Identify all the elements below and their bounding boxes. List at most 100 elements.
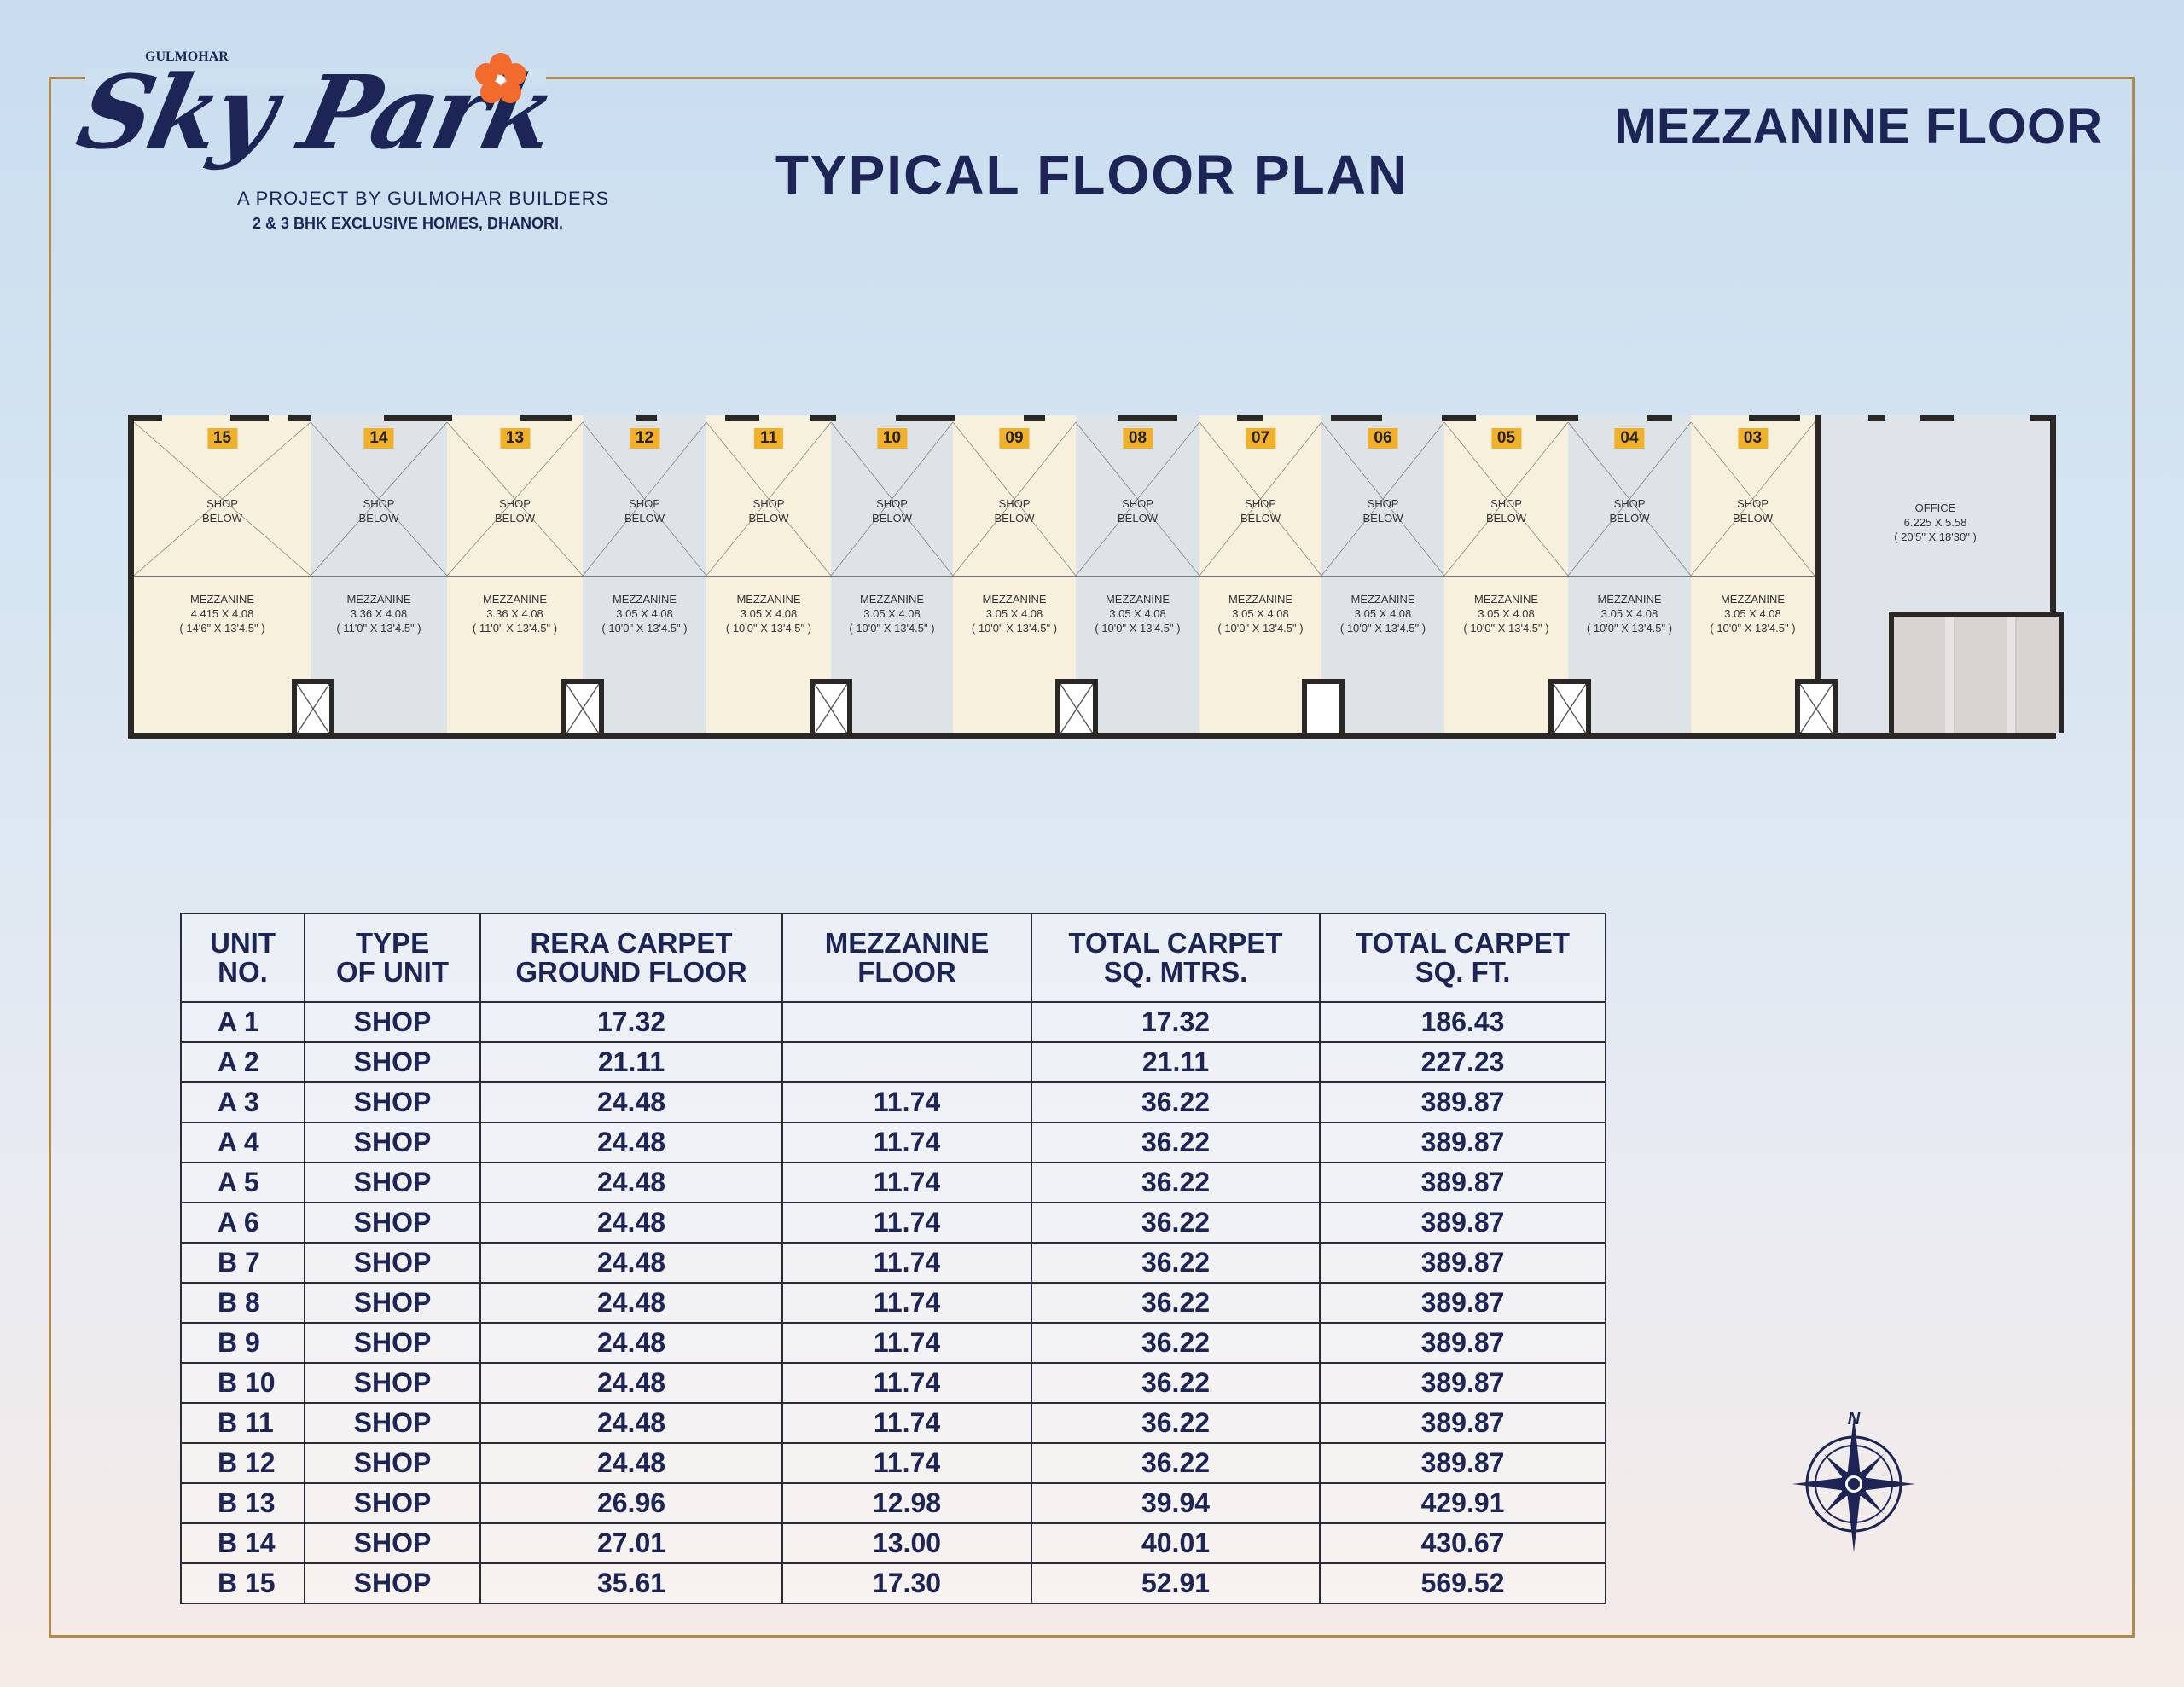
unit-no-cell: A 3 [180, 1081, 305, 1123]
mezzanine-area-cell: 11.74 [781, 1442, 1032, 1484]
table-row: B 13 SHOP 26.96 12.98 39.94 429.91 [180, 1482, 1606, 1524]
wall-segment [896, 415, 956, 421]
below-label: BELOW [1362, 512, 1403, 525]
unit-no-cell: B 13 [180, 1482, 305, 1524]
header-line: OF UNIT [336, 956, 449, 988]
header-line: RERA CARPET [530, 927, 733, 959]
table-row: B 11 SHOP 24.48 11.74 36.22 389.87 [180, 1402, 1606, 1444]
table-row: B 9 SHOP 24.48 11.74 36.22 389.87 [180, 1322, 1606, 1364]
unit-number-badge: 09 [999, 428, 1030, 449]
mezzanine-dim-ft: ( 10'0" X 13'4.5" ) [1463, 622, 1549, 635]
mezzanine-dim-ft: ( 10'0" X 13'4.5" ) [1586, 622, 1673, 635]
brand-subtagline: 2 & 3 BHK EXCLUSIVE HOMES, DHANORI. [253, 215, 564, 232]
total-sqft-cell: 389.87 [1319, 1202, 1606, 1244]
shaft-cross-icon [1060, 683, 1094, 734]
table-row: A 3 SHOP 24.48 11.74 36.22 389.87 [180, 1081, 1606, 1123]
compass-icon: N [1792, 1412, 1915, 1552]
table-row: A 6 SHOP 24.48 11.74 36.22 389.87 [180, 1202, 1606, 1244]
below-label: BELOW [358, 512, 399, 525]
total-sqm-cell: 36.22 [1031, 1162, 1321, 1203]
rera-carpet-cell: 21.11 [479, 1041, 783, 1083]
logo-backdrop [85, 68, 546, 85]
unit-number-badge: 12 [629, 428, 660, 449]
shop-below-area [134, 422, 311, 576]
office-dim-ft: ( 20'5" X 18'30" ) [1894, 530, 1977, 543]
mezzanine-area-cell: 11.74 [781, 1081, 1032, 1123]
mezzanine-area-cell: 11.74 [781, 1242, 1032, 1284]
total-sqm-cell: 36.22 [1031, 1242, 1321, 1284]
mezzanine-dim-m: 3.05 X 4.08 [1724, 607, 1781, 620]
mezzanine-dim-m: 3.05 X 4.08 [1600, 607, 1658, 620]
total-sqft-cell: 430.67 [1319, 1522, 1606, 1564]
total-sqft-cell: 389.87 [1319, 1402, 1606, 1444]
mezzanine-dim-m: 3.36 X 4.08 [486, 607, 543, 620]
void-cross-icon [583, 422, 706, 576]
total-sqft-cell: 429.91 [1319, 1482, 1606, 1524]
unit-type-cell: SHOP [304, 1402, 481, 1444]
rera-carpet-cell: 24.48 [479, 1242, 783, 1284]
mezzanine-label: MEZZANINE [1350, 593, 1415, 606]
void-cross-icon [831, 422, 953, 576]
unit-type-cell: SHOP [304, 1202, 481, 1244]
unit-type-cell: SHOP [304, 1242, 481, 1284]
mezzanine-dim-ft: ( 10'0" X 13'4.5" ) [971, 622, 1058, 635]
below-label: BELOW [1486, 512, 1526, 525]
unit-number-badge: 07 [1245, 428, 1276, 449]
mezzanine-dim-m: 3.05 X 4.08 [740, 607, 798, 620]
rera-carpet-cell: 24.48 [479, 1081, 783, 1123]
below-label: BELOW [1733, 512, 1773, 525]
total-sqm-cell: 36.22 [1031, 1402, 1321, 1444]
unit-type-cell: SHOP [304, 1362, 481, 1404]
total-sqm-cell: 52.91 [1031, 1562, 1321, 1604]
shop-below-label: SHOP BELOW [447, 496, 583, 525]
shop-label: SHOP [1245, 497, 1276, 510]
total-sqft-cell: 389.87 [1319, 1362, 1606, 1404]
mezzanine-area-cell: 12.98 [781, 1482, 1032, 1524]
mezzanine-label: MEZZANINE [1597, 593, 1662, 606]
shop-label: SHOP [1613, 497, 1646, 510]
rera-carpet-cell: 17.32 [479, 1001, 783, 1043]
mezzanine-label: MEZZANINE [1473, 593, 1539, 606]
total-sqm-cell: 36.22 [1031, 1362, 1321, 1404]
shop-below-label: SHOP BELOW [1691, 496, 1815, 525]
shop-below-area [1568, 422, 1691, 576]
wall-segment [288, 415, 311, 421]
shop-label: SHOP [1490, 497, 1522, 510]
unit-type-cell: SHOP [304, 1482, 481, 1524]
header-line: SQ. MTRS. [1103, 956, 1248, 988]
column-header: RERA CARPET GROUND FLOOR [479, 913, 783, 1003]
unit-no-cell: B 8 [180, 1282, 305, 1324]
brand-top: GULMOHAR [145, 49, 229, 64]
table-row: B 14 SHOP 27.01 13.00 40.01 430.67 [180, 1522, 1606, 1564]
mezzanine-area: MEZZANINE 3.05 X 4.08 ( 10'0" X 13'4.5" ) [953, 576, 1076, 733]
shop-label: SHOP [876, 497, 908, 510]
unit-type-cell: SHOP [304, 1041, 481, 1083]
total-sqm-cell: 36.22 [1031, 1122, 1321, 1163]
unit-number-badge: 08 [1122, 428, 1153, 449]
mezzanine-area-cell: 11.74 [781, 1322, 1032, 1364]
table-row: B 7 SHOP 24.48 11.74 36.22 389.87 [180, 1242, 1606, 1284]
mezzanine-area: MEZZANINE 3.05 X 4.08 ( 10'0" X 13'4.5" ) [706, 576, 831, 733]
shaft-cross-icon [1799, 683, 1833, 734]
mezzanine-area: MEZZANINE 3.36 X 4.08 ( 11'0" X 13'4.5" ) [311, 576, 447, 733]
shop-below-area [1076, 422, 1199, 576]
header-line: FLOOR [857, 956, 956, 988]
mezzanine-area: MEZZANINE 3.05 X 4.08 ( 10'0" X 13'4.5" ) [1076, 576, 1199, 733]
unit-no-cell: B 9 [180, 1322, 305, 1364]
wall-segment [1536, 415, 1578, 421]
mezzanine-dim-ft: ( 11'0" X 13'4.5" ) [472, 622, 558, 635]
mezzanine-dim-m: 3.05 X 4.08 [863, 607, 921, 620]
wall-segment [2030, 415, 2050, 421]
below-label: BELOW [1609, 512, 1650, 525]
unit-type-cell: SHOP [304, 1442, 481, 1484]
void-cross-icon [447, 422, 583, 576]
header-line: SQ. FT. [1414, 956, 1511, 988]
shop-below-area [831, 422, 953, 576]
mezzanine-area: MEZZANINE 3.05 X 4.08 ( 10'0" X 13'4.5" ) [831, 576, 953, 733]
wall-segment [230, 415, 269, 421]
table-row: A 1 SHOP 17.32 17.32 186.43 [180, 1001, 1606, 1043]
mezzanine-area-cell [781, 1001, 1032, 1043]
unit-number-badge: 03 [1737, 428, 1769, 449]
unit-15: 15 SHOP BELOW MEZZANINE 4.415 X 4.08 ( 14'6… [134, 415, 317, 733]
wall-segment [1749, 415, 1800, 421]
